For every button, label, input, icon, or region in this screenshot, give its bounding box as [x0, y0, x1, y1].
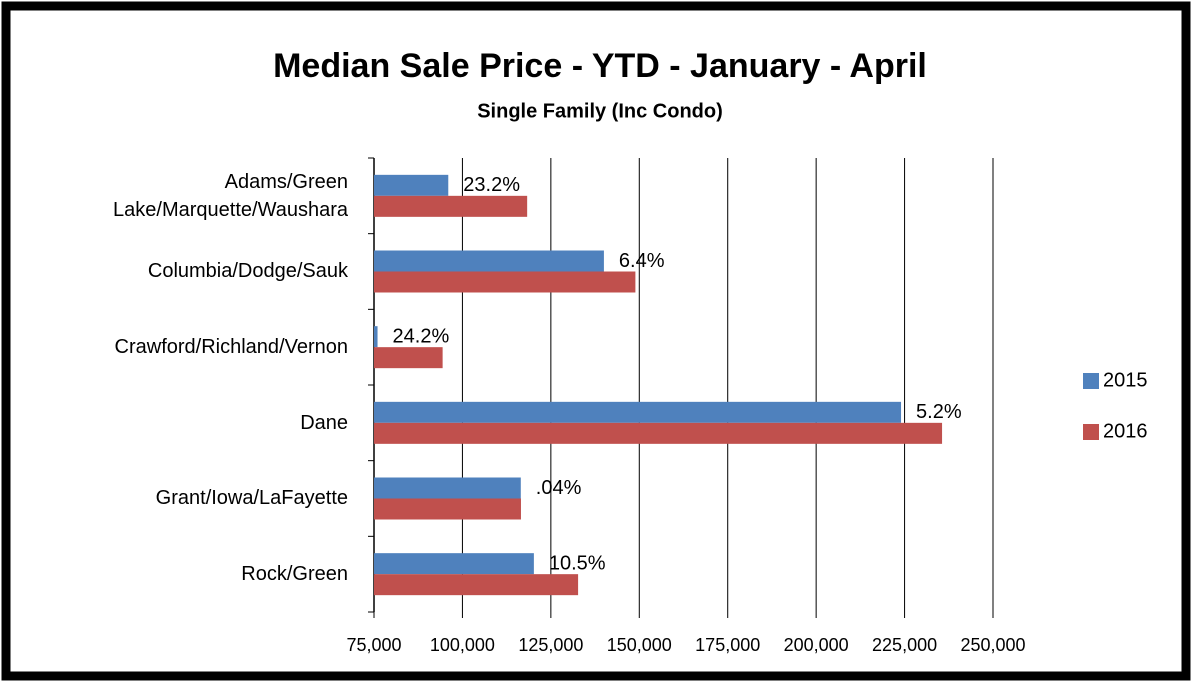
bar [374, 326, 378, 348]
legend-label: 2015 [1103, 369, 1148, 391]
y-tick-label-box: Dane [300, 411, 348, 434]
legend-label: 2016 [1103, 420, 1148, 442]
y-tick-label-box: Adams/Green Lake/Marquette/Waushara [113, 170, 348, 221]
y-tick-label-box: Rock/Green [241, 562, 348, 585]
chart-title: Median Sale Price - YTD - January - Apri… [273, 47, 927, 85]
bar [374, 347, 443, 369]
y-tick-label: Rock/Green [241, 562, 348, 585]
x-tick-label: 100,000 [430, 635, 495, 655]
bar [374, 498, 521, 520]
annotation: 5.2% [916, 401, 962, 423]
annotation: 6.4% [619, 250, 665, 272]
bar [374, 477, 521, 499]
y-tick-label: Crawford/Richland/Vernon [114, 335, 348, 358]
y-tick-label-box: Columbia/Dodge/Sauk [147, 260, 348, 283]
x-tick-label: 225,000 [872, 635, 937, 655]
bar [374, 553, 534, 575]
annotation: 23.2% [463, 174, 520, 196]
x-tick-label: 175,000 [695, 635, 760, 655]
x-tick-label: 150,000 [607, 635, 672, 655]
x-tick-label: 125,000 [518, 635, 583, 655]
bar [374, 422, 943, 444]
y-tick-label-box: Crawford/Richland/Vernon [114, 335, 348, 358]
x-tick-label: 250,000 [960, 635, 1025, 655]
annotation: 24.2% [393, 325, 450, 347]
y-tick-label-box: Grant/Iowa/LaFayette [155, 487, 348, 510]
bar [374, 174, 449, 196]
y-tick-label: Dane [300, 411, 348, 434]
legend-swatch [1083, 424, 1099, 440]
bar [374, 271, 636, 293]
y-tick-label: Grant/Iowa/LaFayette [155, 487, 348, 510]
annotation: 10.5% [549, 552, 606, 574]
chart-subtitle: Single Family (Inc Condo) [477, 100, 723, 122]
bar [374, 195, 528, 217]
x-tick-label: 200,000 [784, 635, 849, 655]
legend-swatch [1083, 373, 1099, 389]
y-tick-label: Columbia/Dodge/Sauk [147, 260, 348, 283]
annotation: .04% [536, 477, 582, 499]
y-tick-label: Adams/Green Lake/Marquette/Waushara [113, 170, 348, 221]
bar [374, 250, 604, 272]
x-tick-label: 75,000 [346, 635, 401, 655]
bar [374, 401, 902, 423]
bar [374, 574, 579, 596]
